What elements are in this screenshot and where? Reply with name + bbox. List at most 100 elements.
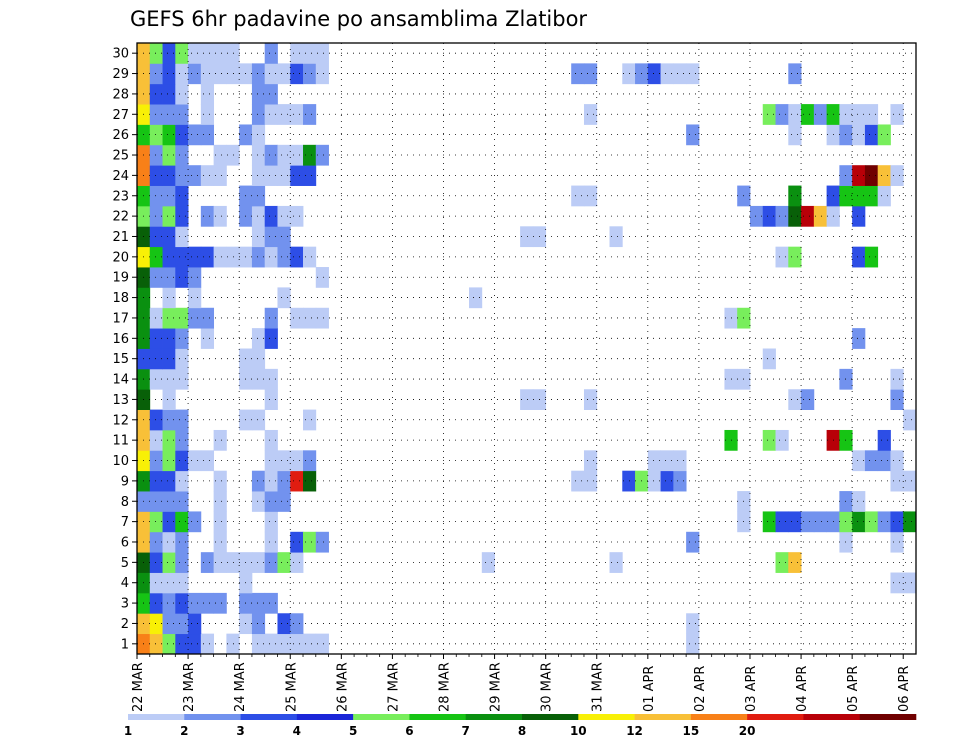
heatmap-cell <box>162 592 176 614</box>
heatmap-cell <box>852 124 866 146</box>
heatmap-cell <box>175 409 189 431</box>
heatmap-cell <box>813 511 828 533</box>
heatmap-cell <box>149 531 163 553</box>
heatmap-cell <box>264 246 278 268</box>
heatmap-cell <box>890 511 904 533</box>
heatmap-cell <box>251 124 266 146</box>
heatmap-cell <box>290 205 304 227</box>
heatmap-cell <box>775 246 789 268</box>
colorbar-label: 8 <box>518 724 526 738</box>
heatmap-cell <box>686 613 700 635</box>
heatmap-cell <box>251 633 266 655</box>
heatmap-cell <box>303 43 317 64</box>
heatmap-cell <box>149 613 163 635</box>
heatmap-cell <box>877 429 891 451</box>
heatmap-cell <box>162 368 176 390</box>
heatmap-cell <box>200 165 215 186</box>
heatmap-cell <box>290 104 304 125</box>
heatmap-cell <box>251 491 266 512</box>
heatmap-cell <box>200 43 215 64</box>
heatmap-cell <box>175 307 189 329</box>
heatmap-cell <box>226 633 240 655</box>
heatmap-cell <box>162 389 176 410</box>
heatmap-cell <box>660 470 674 492</box>
heatmap-cell <box>188 165 202 186</box>
colorbar-label: 15 <box>683 724 700 738</box>
heatmap-cell <box>188 246 202 268</box>
heatmap-cell <box>290 307 304 329</box>
heatmap-cell <box>200 328 215 349</box>
heatmap-cell <box>852 491 866 512</box>
heatmap-cell <box>303 633 317 655</box>
heatmap-cell <box>149 226 163 248</box>
y-tick-label: 28 <box>112 87 129 102</box>
heatmap-cell <box>162 633 176 655</box>
y-tick-label: 8 <box>121 495 129 510</box>
heatmap-cell <box>149 429 163 451</box>
y-tick-label: 19 <box>112 271 129 286</box>
colorbar-swatch <box>409 714 467 720</box>
heatmap-cell <box>852 205 866 227</box>
heatmap-cell <box>890 104 904 125</box>
colorbar-swatch <box>859 714 917 720</box>
heatmap-cell <box>762 205 776 227</box>
heatmap-cell <box>647 450 661 472</box>
heatmap-cell <box>647 470 661 492</box>
heatmap-cell <box>890 470 904 492</box>
x-tick-label: 04 APR <box>795 666 810 712</box>
colorbar-swatch <box>578 714 635 720</box>
x-tick-label: 26 MAR <box>335 662 350 712</box>
y-tick-label: 6 <box>121 535 129 550</box>
y-tick-label: 21 <box>112 230 129 245</box>
heatmap-cell <box>264 307 278 329</box>
heatmap-cell <box>520 226 534 248</box>
heatmap-cell <box>162 572 176 594</box>
y-tick-label: 27 <box>112 108 129 123</box>
heatmap-cell <box>890 531 904 553</box>
heatmap-cell <box>251 368 266 390</box>
x-tick-label: 31 MAR <box>591 662 606 712</box>
heatmap-cell <box>864 246 879 268</box>
heatmap-cell <box>775 104 789 125</box>
heatmap-cell <box>315 531 329 553</box>
colorbar-swatch <box>240 714 298 720</box>
heatmap-cell <box>149 205 163 227</box>
heatmap-cell <box>864 104 879 125</box>
heatmap-cell <box>852 165 866 186</box>
heatmap-cell <box>162 63 176 85</box>
heatmap-cell <box>788 104 802 125</box>
heatmap-cell <box>303 144 317 166</box>
heatmap-cell <box>303 165 317 186</box>
heatmap-cell <box>226 144 240 166</box>
heatmap-cell <box>149 491 163 512</box>
heatmap-cell <box>162 450 176 472</box>
heatmap-cell <box>290 531 304 553</box>
heatmap-cell <box>622 470 636 492</box>
heatmap-cell <box>162 144 176 166</box>
heatmap-cell <box>264 633 278 655</box>
heatmap-cell <box>852 328 866 349</box>
heatmap-cell <box>686 531 700 553</box>
heatmap-cell <box>801 389 815 410</box>
heatmap-cell <box>303 246 317 268</box>
heatmap-cell <box>877 165 891 186</box>
heatmap-cell <box>175 552 189 573</box>
heatmap-cell <box>149 633 163 655</box>
heatmap-cell <box>162 328 176 349</box>
heatmap-cell <box>864 450 879 472</box>
heatmap-cell <box>200 592 215 614</box>
heatmap-cell <box>149 185 163 207</box>
heatmap-cell <box>251 409 266 431</box>
y-tick-label: 26 <box>112 128 129 143</box>
heatmap-cell <box>264 511 278 533</box>
y-tick-label: 15 <box>112 352 129 367</box>
heatmap-cell <box>251 552 266 573</box>
heatmap-cell <box>290 552 304 573</box>
heatmap-cell <box>303 307 317 329</box>
heatmap-cell <box>188 63 202 85</box>
heatmap-cell <box>277 165 291 186</box>
heatmap-cell <box>175 633 189 655</box>
x-tick-label: 23 MAR <box>182 662 197 712</box>
heatmap-cell <box>213 43 227 64</box>
chart-title: GEFS 6hr padavine po ansamblima Zlatibor <box>130 7 587 31</box>
